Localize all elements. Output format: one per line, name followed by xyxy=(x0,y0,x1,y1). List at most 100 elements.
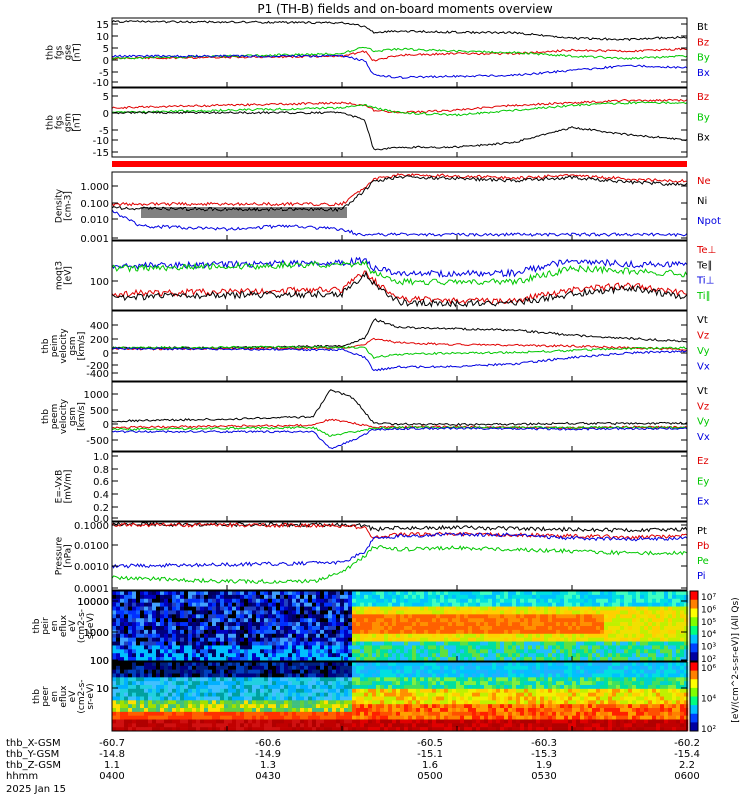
spectrogram-cell xyxy=(308,629,313,635)
spectrogram-cell xyxy=(484,633,489,638)
spectrogram-cell xyxy=(328,614,333,619)
spectrogram-cell xyxy=(320,602,325,607)
spectrogram-cell xyxy=(436,727,441,732)
spectrogram-cell xyxy=(280,657,285,662)
spectrogram-cell xyxy=(240,704,245,709)
spectrogram-cell xyxy=(440,700,445,705)
spectrogram-cell xyxy=(200,598,205,603)
spectrogram-cell xyxy=(396,704,401,709)
spectrogram-cell xyxy=(316,692,321,697)
spectrogram-cell xyxy=(472,641,477,646)
spectrogram-cell xyxy=(408,653,413,658)
spectrogram-cell xyxy=(436,719,441,724)
spectrogram-cell xyxy=(672,622,677,627)
spectrogram-cell xyxy=(220,594,225,600)
spectrogram-cell xyxy=(156,723,161,728)
spectrogram-cell xyxy=(368,685,373,690)
spectrogram-cell xyxy=(468,669,473,674)
spectrogram-cell xyxy=(548,629,553,635)
spectrogram-cell xyxy=(516,704,521,709)
spectrogram-cell xyxy=(360,662,365,667)
spectrogram-cell xyxy=(660,594,665,600)
spectrogram-cell xyxy=(184,715,189,720)
spectrogram-cell xyxy=(412,594,417,600)
spectrogram-cell xyxy=(508,637,513,642)
spectrogram-cell xyxy=(344,681,349,686)
spectrogram-cell xyxy=(444,685,449,690)
spectrogram-cell xyxy=(376,645,381,650)
spectrogram-cell xyxy=(256,598,261,603)
spectrogram-cell xyxy=(228,649,233,654)
spectrogram-cell xyxy=(352,637,357,642)
spectrogram-cell xyxy=(156,669,161,674)
spectrogram-cell xyxy=(512,677,517,682)
spectrogram-cell xyxy=(560,657,565,662)
spectrogram-cell xyxy=(620,626,625,631)
spectrogram-cell xyxy=(456,594,461,600)
spectrogram-cell xyxy=(124,696,129,701)
spectrogram-cell xyxy=(524,626,529,631)
spectrogram-cell xyxy=(404,669,409,674)
spectrogram-cell xyxy=(364,598,369,603)
spectrogram-cell xyxy=(376,692,381,697)
spectrogram-cell xyxy=(548,727,553,732)
spectrogram-cell xyxy=(568,614,573,619)
spectrogram-cell xyxy=(484,700,489,705)
spectrogram-cell xyxy=(216,629,221,635)
spectrogram-cell xyxy=(236,641,241,646)
spectrogram-cell xyxy=(312,727,317,732)
spectrogram-cell xyxy=(112,653,117,658)
spectrogram-cell xyxy=(164,618,169,623)
spectrogram-cell xyxy=(112,649,117,654)
y-tick-label: -10 xyxy=(93,136,109,147)
spectrogram-cell xyxy=(528,685,533,690)
spectrogram-cell xyxy=(388,657,393,662)
spectrogram-cell xyxy=(372,696,377,701)
spectrogram-cell xyxy=(512,633,517,638)
spectrogram-cell xyxy=(144,723,149,728)
spectrogram-cell xyxy=(564,614,569,619)
spectrogram-cell xyxy=(208,633,213,638)
spectrogram-cell xyxy=(456,685,461,690)
spectrogram-cell xyxy=(436,614,441,619)
spectrogram-cell xyxy=(468,692,473,697)
spectrogram-cell xyxy=(488,653,493,658)
spectrogram-cell xyxy=(268,594,273,600)
spectrogram-cell xyxy=(552,665,557,670)
spectrogram-cell xyxy=(228,685,233,690)
spectrogram-cell xyxy=(576,633,581,638)
legend-label: Bx xyxy=(697,68,710,79)
spectrogram-cell xyxy=(420,677,425,682)
spectrogram-cell xyxy=(520,610,525,615)
spectrogram-cell xyxy=(588,606,593,611)
spectrogram-cell xyxy=(592,657,597,662)
spectrogram-cell xyxy=(464,673,469,678)
spectrogram-cell xyxy=(332,614,337,619)
spectrogram-cell xyxy=(536,708,541,713)
spectrogram-cell xyxy=(376,649,381,654)
spectrogram-cell xyxy=(188,723,193,728)
spectrogram-cell xyxy=(488,669,493,674)
spectrogram-cell xyxy=(540,649,545,654)
spectrogram-cell xyxy=(592,653,597,658)
spectrogram-cell xyxy=(264,629,269,635)
spectrogram-cell xyxy=(296,723,301,728)
spectrogram-cell xyxy=(392,645,397,650)
spectrogram-cell xyxy=(644,641,649,646)
spectrogram-cell xyxy=(124,669,129,674)
spectrogram-cell xyxy=(304,700,309,705)
spectrogram-cell xyxy=(408,685,413,690)
spectrogram-cell xyxy=(164,594,169,600)
spectrogram-cell xyxy=(164,622,169,627)
spectrogram-cell xyxy=(532,727,537,732)
spectrogram-cell xyxy=(436,681,441,686)
spectrogram-cell xyxy=(316,626,321,631)
spectrogram-cell xyxy=(232,645,237,650)
spectrogram-cell xyxy=(364,677,369,682)
spectrogram-cell xyxy=(212,681,217,686)
spectrogram-cell xyxy=(500,626,505,631)
spectrogram-cell xyxy=(356,681,361,686)
spectrogram-cell xyxy=(168,641,173,646)
spectrogram-cell xyxy=(348,719,353,724)
spectrogram-cell xyxy=(420,704,425,709)
